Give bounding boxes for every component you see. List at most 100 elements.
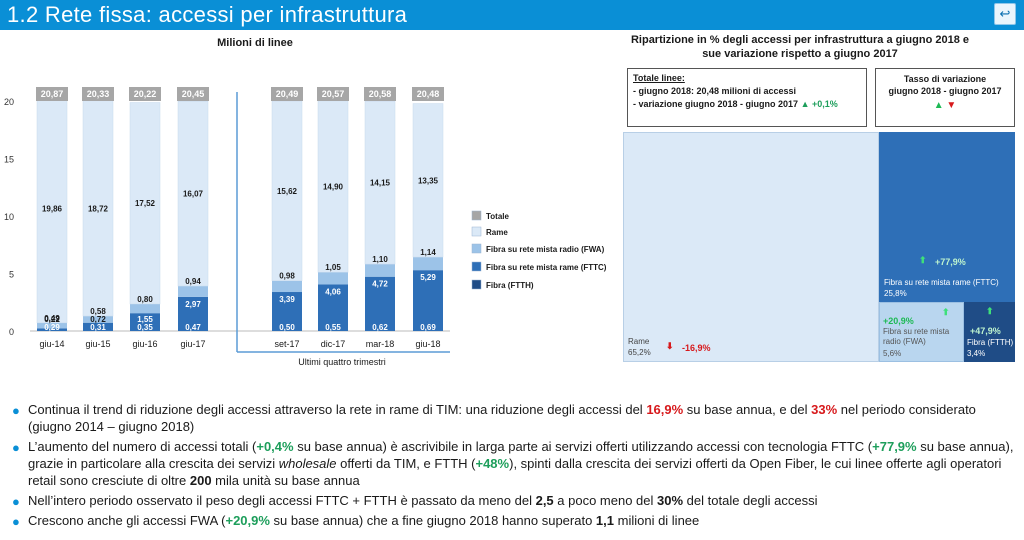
chart-title: Milioni di linee [217, 37, 293, 49]
bar-segment [129, 102, 161, 305]
bar-segment [83, 316, 113, 323]
bullet-item: ● Crescono anche gli accessi FWA (+20,9% … [10, 512, 1015, 529]
title-bar: 1.2 Rete fissa: accessi per infrastruttu… [0, 0, 1024, 30]
bar-segment [317, 100, 349, 273]
bar-label-fwa: 1,14 [420, 248, 436, 257]
bar-segment [271, 100, 303, 281]
bar-label-rame: 13,35 [418, 176, 439, 185]
x-tick-label: giu-15 [85, 339, 110, 349]
bar-label-fwa: 1,10 [372, 255, 388, 264]
x-tick-label: giu-16 [132, 339, 157, 349]
legend-swatch [471, 279, 482, 290]
x-tick-label: giu-18 [415, 339, 440, 349]
bar-label-fttc: 3,39 [279, 295, 295, 304]
group-label: Ultimi quattro trimestri [298, 357, 386, 367]
totale-linee-line2: - variazione giugno 2018 - giugno 2017 ▲… [633, 98, 861, 111]
bar-bottom-label: 0,55 [325, 323, 341, 332]
bullet-dot-icon: ● [12, 514, 20, 529]
bullet-text: su base annua) è ascrivibile in larga pa… [293, 439, 873, 454]
treemap-ftth-variation: +47,9% [970, 326, 1001, 336]
legend-label: Fibra (FTTH) [486, 281, 534, 290]
bar-total-label: 20,58 [369, 89, 392, 99]
bar-segment [178, 296, 208, 331]
bar-label-fttc: 4,06 [325, 287, 341, 296]
bullet-text: 16,9% [646, 402, 684, 417]
totale-linee-heading: Totale linee: [633, 73, 685, 83]
treemap-fwa-share: 5,6% [883, 349, 902, 358]
back-arrow-icon[interactable]: ↩ [994, 3, 1016, 25]
bullet-text: a poco meno del [553, 493, 658, 508]
y-tick-label: 5 [9, 270, 14, 280]
bullet-text: su base annua), grazie in particolare al… [28, 439, 1014, 471]
y-tick-label: 0 [9, 327, 14, 337]
bar-label-fttc: 5,29 [420, 273, 436, 282]
page-title: 1.2 Rete fissa: accessi per infrastruttu… [7, 2, 408, 27]
bar-label-fwa: 0,49 [44, 314, 60, 323]
treemap-ftth-name: Fibra (FTTH) [967, 338, 1014, 347]
bar-segment [413, 257, 443, 271]
totale-linee-variation: +0,1% [812, 99, 838, 109]
bar-bottom-label: 0,29 [44, 323, 60, 332]
bar-label-fwa: 0,94 [185, 277, 201, 286]
totale-linee-line1: - giugno 2018: 20,48 milioni di accessi [633, 86, 797, 96]
bullet-item: ● Nell’intero periodo osservato il peso d… [10, 492, 1015, 509]
bar-label-fttc: 2,97 [185, 300, 201, 309]
treemap-fwa-variation: +20,9% [883, 316, 914, 326]
bullet-text: +0,4% [256, 439, 294, 454]
bar-segment [412, 103, 444, 258]
bar-segment [37, 322, 67, 329]
bar-segment [178, 286, 208, 297]
legend-swatch [471, 210, 482, 221]
treemap-cell-rame: Rame 65,2% ⬇ -16,9% [623, 132, 879, 362]
x-tick-label: giu-17 [180, 339, 205, 349]
bar-bottom-label: 0,47 [185, 323, 201, 332]
bar-total-badge [364, 87, 396, 101]
bullet-dot-icon: ● [12, 440, 20, 455]
bar-label-fwa: 0,58 [90, 307, 106, 316]
y-tick-label: 15 [4, 155, 14, 165]
legend-label: Totale [486, 212, 510, 221]
down-arrow-icon: ⬇ [666, 341, 674, 351]
bullet-text: milioni di linee [614, 513, 700, 528]
bar-total-label: 20,33 [87, 89, 110, 99]
tasso-variazione-title: Tasso di variazione [903, 74, 987, 84]
bar-total-badge [129, 87, 161, 101]
treemap-fwa-name: Fibra su rete mista radio (FWA) [883, 327, 950, 346]
bar-segment [37, 328, 67, 331]
legend-swatch [471, 261, 482, 272]
bar-total-badge [412, 87, 444, 101]
bar-segment [318, 284, 348, 331]
bullet-text: ), spinti dalla crescita dei servizi off… [28, 456, 1002, 488]
bar-total-label: 20,48 [417, 89, 440, 99]
bar-total-label: 20,57 [322, 89, 345, 99]
treemap-fttc-name: Fibra su rete mista rame (FTTC) [884, 278, 999, 287]
x-tick-label: set-17 [274, 339, 299, 349]
bar-segment [177, 100, 209, 287]
bullet-text: wholesale [278, 456, 337, 471]
tasso-variazione-period: giugno 2018 - giugno 2017 [888, 86, 1002, 96]
bar-bottom-label: 0,69 [420, 323, 436, 332]
x-tick-label: dic-17 [321, 339, 346, 349]
totale-linee-box: Totale linee: - giugno 2018: 20,48 milio… [627, 68, 867, 127]
bar-label-rame: 14,90 [323, 183, 344, 192]
up-arrow-icon: ⬆ [986, 306, 994, 316]
up-arrow-icon: ⬆ [942, 307, 950, 317]
bar-segment [413, 270, 443, 331]
legend-label: Rame [486, 228, 508, 237]
totale-linee-line2-text: - variazione giugno 2018 - giugno 2017 [633, 99, 799, 109]
bullet-text: 200 [189, 473, 212, 488]
bullet-text: 2,5 [535, 493, 554, 508]
treemap-rame-share: 65,2% [628, 348, 651, 357]
bullet-text: del totale degli accessi [683, 493, 818, 508]
bullet-dot-icon: ● [12, 403, 20, 418]
bullet-text: 1,1 [595, 513, 614, 528]
treemap-fttc-variation: +77,9% [935, 257, 966, 267]
treemap-rame-name: Rame [628, 337, 650, 346]
bar-segment [318, 272, 348, 285]
treemap-ftth-share: 3,4% [967, 349, 986, 358]
legend-swatch [471, 243, 482, 254]
bar-total-badge [36, 87, 68, 101]
bar-bottom-label: 0,31 [90, 323, 106, 332]
bar-label-fttc: 0,22 [44, 315, 60, 324]
legend-swatch [471, 226, 482, 237]
